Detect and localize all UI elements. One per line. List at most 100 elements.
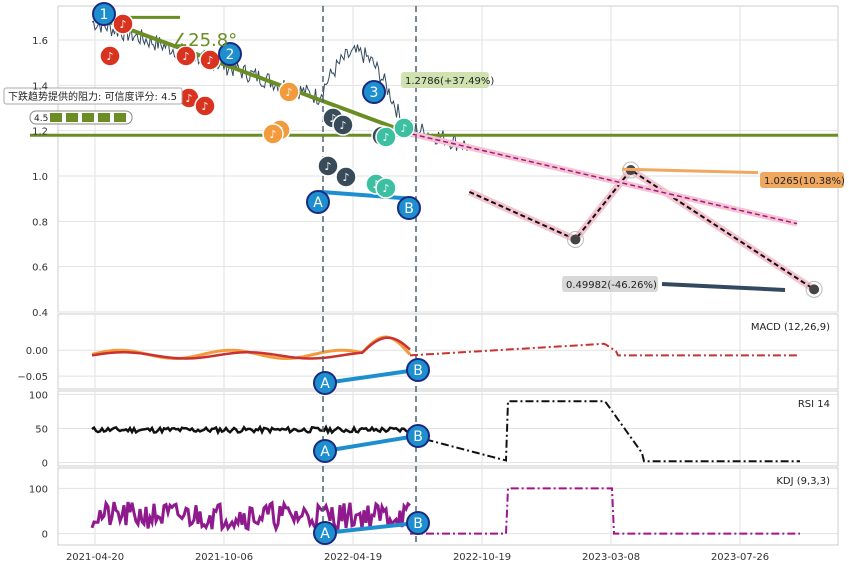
note-marker	[375, 177, 397, 199]
note-marker-icon: ♪	[329, 112, 336, 125]
y-tick-label: 0.6	[32, 263, 48, 274]
x-tick-label: 2023-07-26	[711, 552, 769, 563]
y-tick-label: 0.4	[32, 308, 48, 319]
note-marker-icon: ♪	[382, 131, 389, 144]
note-marker	[112, 13, 134, 35]
macd-dea-line	[91, 336, 411, 360]
wave-label-circle	[397, 196, 421, 220]
resistance-note: 下跌趋势提供的阻力: 可信度评分: 4.5	[8, 90, 177, 103]
note-marker	[332, 114, 354, 136]
forecast-node-ring	[805, 280, 823, 298]
y-tick-label: 0	[42, 459, 48, 470]
note-marker-icon: ♪	[182, 50, 189, 63]
note-marker	[99, 45, 121, 67]
y-tick-label: 0.8	[32, 217, 48, 228]
downtrend-resistance-line	[96, 15, 413, 136]
score-icon	[114, 113, 126, 122]
note-marker-icon: ♪	[269, 128, 276, 141]
rsi-line	[91, 424, 412, 436]
low-label-box	[562, 276, 658, 292]
note-marker	[393, 117, 415, 139]
panel-label-macd: MACD (12,26,9)	[751, 322, 830, 333]
wave-label-circle	[306, 190, 330, 214]
y-tick-label: 1.4	[32, 81, 48, 92]
kdj-line	[90, 499, 411, 534]
macd-forecast-line	[409, 342, 800, 357]
rsi-forecast-line	[409, 400, 800, 463]
divergence-line-kdj	[324, 521, 417, 535]
resistance-note-box	[3, 87, 183, 105]
peak-label-box	[401, 72, 489, 88]
wave-label: B	[404, 201, 414, 217]
x-tick-label: 2022-10-19	[453, 552, 511, 563]
wave-label-circle	[218, 42, 242, 66]
panel-frame-macd	[57, 313, 839, 390]
note-marker-icon: ♪	[324, 160, 331, 173]
y-tick-label: −0.05	[17, 372, 48, 383]
forecast-node	[570, 234, 581, 245]
wave-label: 2	[226, 47, 235, 63]
wave-label-circle	[362, 80, 386, 104]
divergence-circle	[313, 371, 337, 395]
forecast-upper-line	[411, 133, 798, 225]
wave-label: 3	[370, 85, 379, 101]
divergence-label: A	[320, 526, 330, 542]
note-marker-icon: ♪	[285, 86, 292, 99]
note-marker-icon: ♪	[201, 100, 208, 113]
divergence-circle	[406, 358, 430, 382]
panel-label-rsi: RSI 14	[798, 399, 830, 410]
mid-label: 1.0265(10.38%)	[764, 176, 845, 187]
score-icon	[50, 113, 62, 122]
y-tick-label: 1.0	[32, 172, 48, 183]
panel-label-kdj: KDJ (9,3,3)	[776, 476, 830, 487]
low-label: 0.49982(-46.26%)	[566, 280, 657, 291]
divergence-circle	[406, 424, 430, 448]
y-tick-label: 100	[29, 390, 48, 401]
divergence-label: B	[413, 363, 423, 379]
wave-label: A	[313, 195, 323, 211]
x-tick-label: 2022-04-19	[324, 552, 382, 563]
note-marker	[262, 123, 284, 145]
angle-label: ∠25.8°	[172, 30, 237, 51]
note-marker-icon: ♪	[106, 50, 113, 63]
y-tick-label: 0.00	[26, 346, 48, 357]
wave-label-circle	[92, 2, 116, 26]
score-icon	[66, 113, 78, 122]
divergence-line-macd	[324, 368, 417, 385]
divergence-circle	[313, 439, 337, 463]
forecast-node	[809, 284, 820, 295]
note-marker	[175, 45, 197, 67]
peak-label: 1.2786(+37.49%)	[405, 76, 494, 87]
panel-frame-price	[57, 5, 839, 313]
note-marker	[194, 95, 216, 117]
divergence-label: A	[320, 376, 330, 392]
y-tick-label: 100	[29, 484, 48, 495]
divergence-line-rsi	[324, 434, 417, 453]
note-marker	[278, 81, 300, 103]
y-tick-label: 1.6	[32, 36, 48, 47]
y-tick-label: 1.2	[32, 127, 48, 138]
forecast-node-ring	[566, 230, 584, 248]
score-icon	[82, 113, 94, 122]
x-tick-label: 2021-04-20	[66, 552, 124, 563]
divergence-label: B	[413, 429, 423, 445]
wave-label: 1	[100, 7, 109, 23]
divergence-label: B	[413, 516, 423, 532]
note-marker-icon: ♪	[339, 119, 346, 132]
y-tick-label: 0	[42, 530, 48, 541]
divergence-circle	[406, 511, 430, 535]
mid-label-box	[760, 172, 844, 188]
divergence-circle	[313, 521, 337, 545]
x-tick-label: 2023-03-08	[582, 552, 640, 563]
forecast-path	[468, 168, 815, 291]
note-marker	[317, 155, 339, 177]
note-marker-icon: ♪	[382, 182, 389, 195]
score-icon	[98, 113, 110, 122]
x-tick-label: 2021-10-06	[195, 552, 253, 563]
note-marker	[335, 166, 357, 188]
price-ab-line	[319, 189, 411, 201]
note-marker-icon: ♪	[119, 18, 126, 31]
panel-frame-kdj	[57, 467, 839, 546]
